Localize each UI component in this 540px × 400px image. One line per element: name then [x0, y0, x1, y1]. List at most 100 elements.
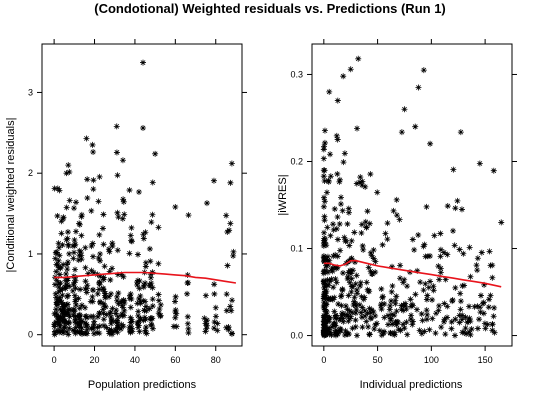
- data-point: [353, 317, 359, 323]
- data-point: [67, 198, 73, 204]
- data-point: [158, 302, 164, 308]
- data-point: [202, 328, 208, 334]
- data-point: [335, 301, 341, 307]
- data-point-outlier: [355, 56, 361, 62]
- data-point: [491, 168, 497, 174]
- data-point: [476, 316, 482, 322]
- data-point: [84, 176, 90, 182]
- data-point: [364, 279, 370, 285]
- data-point: [121, 211, 127, 217]
- data-point: [362, 308, 368, 314]
- data-point: [459, 206, 465, 212]
- data-point: [482, 325, 488, 331]
- data-point: [380, 242, 386, 248]
- data-point: [358, 230, 364, 236]
- data-point: [345, 276, 351, 282]
- data-point: [82, 286, 88, 292]
- data-point: [379, 306, 385, 312]
- data-point: [140, 231, 146, 237]
- data-point: [101, 288, 107, 294]
- data-point: [186, 212, 192, 218]
- data-point: [127, 187, 133, 193]
- panel-population-ytick-label: 2: [28, 168, 33, 178]
- data-point: [442, 331, 448, 337]
- data-point-outlier: [229, 161, 235, 167]
- panel-individual-ytick-label: 0.0: [290, 331, 303, 341]
- data-point: [97, 174, 103, 180]
- data-point: [78, 252, 84, 258]
- data-point: [64, 204, 70, 210]
- data-point: [452, 205, 458, 211]
- data-point: [374, 189, 380, 195]
- data-point: [475, 326, 481, 332]
- data-point: [119, 311, 125, 317]
- data-point: [426, 327, 432, 333]
- data-point: [53, 250, 59, 256]
- figure-title: (Condotional) Weighted residuals vs. Pre…: [94, 1, 446, 16]
- data-point: [324, 190, 330, 196]
- panel-population: 0 20 40 60 800123 Population predictions |Co…: [5, 39, 247, 391]
- data-point: [337, 221, 343, 227]
- data-point: [173, 294, 179, 300]
- data-point: [322, 178, 328, 184]
- data-point: [354, 332, 360, 338]
- data-point: [354, 272, 360, 278]
- data-point: [225, 263, 231, 269]
- data-point: [489, 275, 495, 281]
- data-point: [394, 212, 400, 218]
- data-point: [120, 157, 126, 163]
- data-point: [94, 330, 100, 336]
- data-point: [401, 277, 407, 283]
- data-point: [352, 294, 358, 300]
- data-point: [322, 217, 328, 223]
- data-point: [438, 324, 444, 330]
- panel-individual-xtick-label: 100: [424, 355, 439, 365]
- data-point: [128, 225, 134, 231]
- data-point: [353, 307, 359, 313]
- data-point: [477, 304, 483, 310]
- data-point: [325, 254, 331, 260]
- data-point: [475, 255, 481, 261]
- data-point: [421, 328, 427, 334]
- data-point: [321, 230, 327, 236]
- data-point: [119, 303, 125, 309]
- data-point: [341, 159, 347, 165]
- data-point: [431, 287, 437, 293]
- data-point-outlier: [401, 106, 407, 112]
- data-point: [223, 212, 229, 218]
- data-point: [389, 283, 395, 289]
- data-point: [452, 285, 458, 291]
- data-point: [466, 304, 472, 310]
- data-point: [348, 289, 354, 295]
- data-point: [324, 224, 330, 230]
- data-point: [113, 310, 119, 316]
- data-point: [95, 314, 101, 320]
- data-point: [335, 214, 341, 220]
- data-point-outlier: [65, 162, 71, 168]
- data-point: [82, 245, 88, 251]
- data-point: [109, 243, 115, 249]
- data-point: [73, 199, 79, 205]
- data-point: [325, 282, 331, 288]
- data-point: [358, 280, 364, 286]
- data-point: [66, 251, 72, 257]
- data-point: [56, 252, 62, 258]
- panel-population-xtick-label: 80: [211, 355, 221, 365]
- data-point-outlier: [152, 151, 158, 157]
- data-point: [156, 306, 162, 312]
- data-point: [454, 198, 460, 204]
- data-point: [445, 203, 451, 209]
- data-point: [463, 314, 469, 320]
- panel-individual-ytick-label: 0.2: [290, 156, 303, 166]
- data-point: [65, 235, 71, 241]
- data-point: [114, 149, 120, 155]
- data-point: [491, 313, 497, 319]
- data-point: [100, 211, 106, 217]
- data-point: [419, 311, 425, 317]
- data-point: [97, 251, 103, 257]
- data-point: [359, 221, 365, 227]
- data-point: [172, 204, 178, 210]
- data-point: [444, 314, 450, 320]
- data-point: [450, 228, 456, 234]
- data-point: [337, 177, 343, 183]
